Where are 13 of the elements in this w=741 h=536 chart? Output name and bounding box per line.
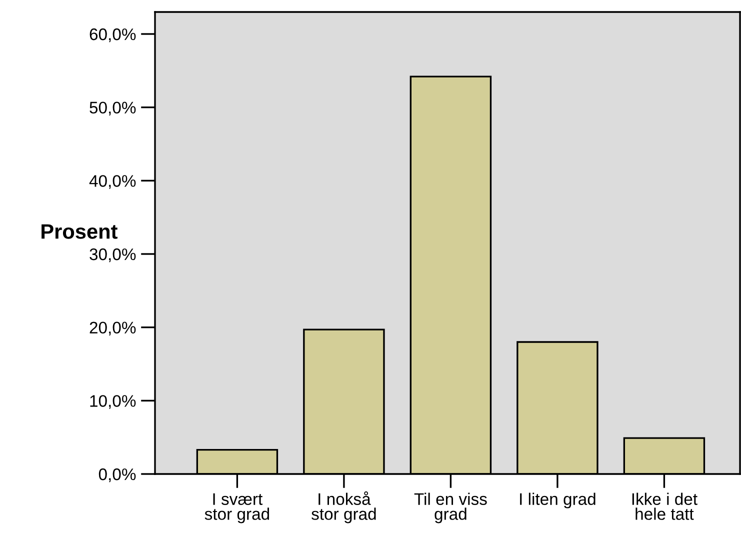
y-tick-label: 40,0%: [89, 175, 136, 189]
y-tick-label: 20,0%: [90, 322, 136, 336]
x-tick-label: I nokså stor grad: [312, 491, 376, 524]
x-tick-label: I svært stor grad: [204, 493, 270, 524]
y-tick-label: 30,0%: [90, 248, 136, 262]
y-tick-label: 50,0%: [90, 102, 136, 116]
y-axis-title: Prosent: [42, 224, 118, 239]
y-tick-label: 60,0%: [90, 28, 136, 42]
x-tick-label: Ikke i det hele tatt: [632, 492, 698, 520]
x-tick-label: Til en viss grad: [414, 492, 487, 524]
y-tick-label: 0,0%: [98, 468, 136, 482]
x-tick-label: I liten grad: [520, 492, 596, 508]
y-tick-label: 10,0%: [90, 395, 136, 409]
